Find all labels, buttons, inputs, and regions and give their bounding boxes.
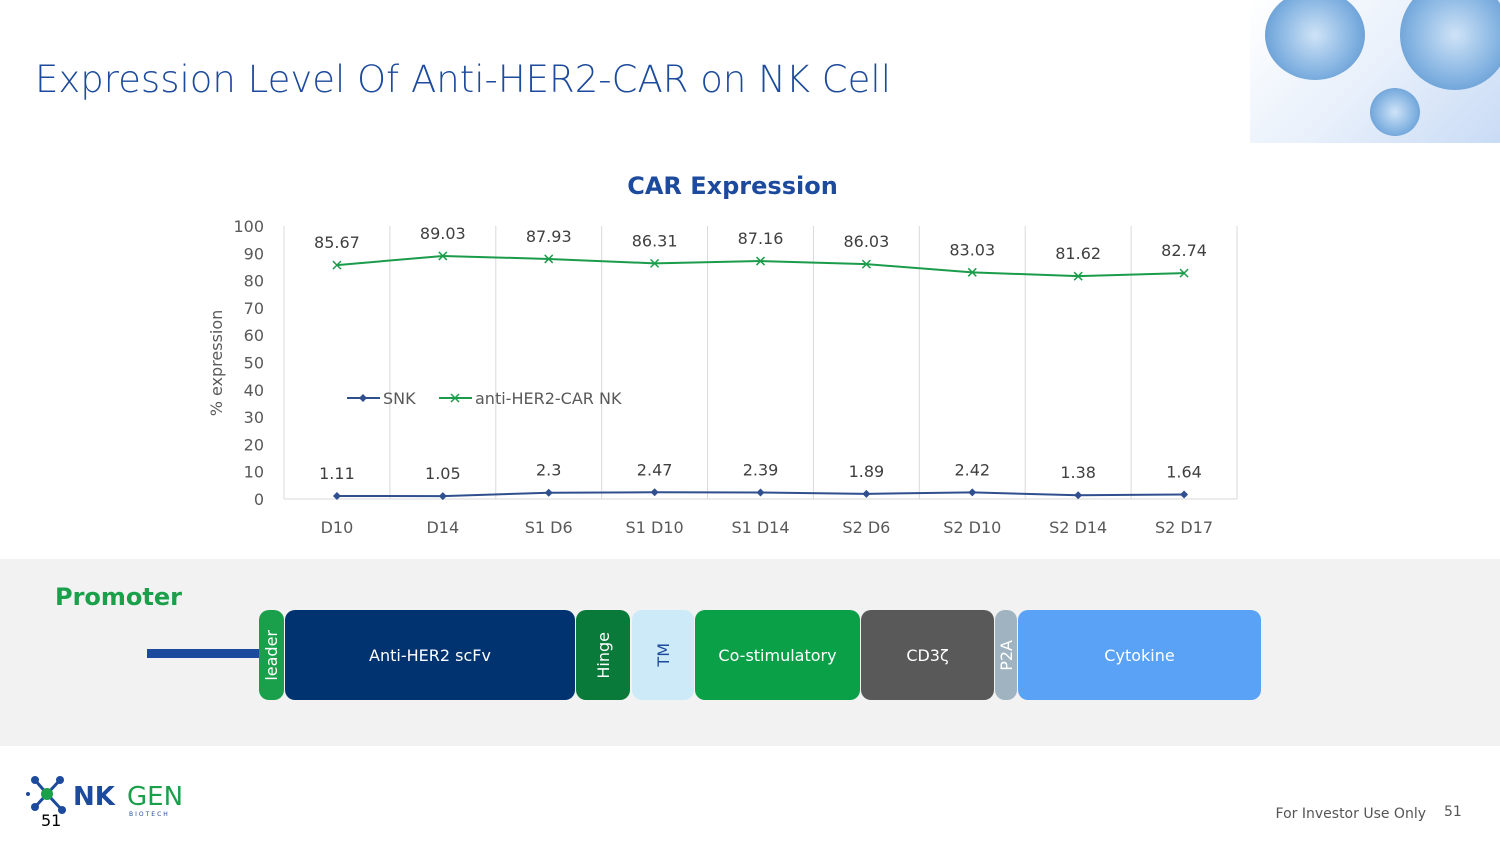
legend-marker — [450, 393, 460, 403]
footer-disclaimer: For Investor Use Only — [1275, 806, 1426, 822]
svg-text:GEN: GEN — [127, 782, 183, 812]
y-tick-label: 80 — [244, 272, 264, 291]
data-label: 85.67 — [314, 233, 360, 252]
data-label: 2.39 — [743, 460, 779, 479]
y-tick-label: 90 — [244, 244, 264, 263]
segment-label: Co-stimulatory — [718, 645, 837, 665]
data-label: 1.89 — [849, 462, 885, 481]
data-label: 2.47 — [637, 460, 673, 479]
data-label: 89.03 — [420, 224, 466, 243]
y-tick-label: 20 — [244, 435, 264, 454]
data-label: 1.64 — [1166, 463, 1202, 482]
line-chart: 0 10 20 30 40 50 60 70 80 90 100 D10 D14 S1 D6 S1 D10 S… — [207, 217, 1238, 537]
data-label: 1.05 — [425, 464, 461, 483]
y-tick-label: 10 — [244, 463, 264, 482]
data-label: 87.16 — [738, 229, 784, 248]
data-label: 1.38 — [1060, 463, 1096, 482]
y-axis-label: % expression — [207, 310, 226, 417]
construct-segment-cytokine: Cytokine — [1018, 610, 1261, 700]
legend-label: SNK — [383, 389, 416, 408]
x-tick-label: S2 D10 — [943, 518, 1001, 537]
data-label: 86.31 — [632, 231, 678, 250]
data-point — [862, 489, 871, 498]
data-point — [544, 488, 553, 497]
x-tick-label: S2 D14 — [1049, 518, 1107, 537]
construct-segment-cd3-: CD3ζ — [861, 610, 994, 700]
nkgen-logo: NK GEN BIOTECH 51 — [26, 776, 183, 828]
data-point — [1073, 271, 1083, 281]
data-point — [967, 267, 977, 277]
data-point — [438, 251, 448, 261]
data-point — [1180, 490, 1189, 499]
promoter-label: Promoter — [55, 583, 182, 611]
data-label: 81.62 — [1055, 244, 1101, 263]
y-tick-label: 40 — [244, 381, 264, 400]
segment-label: leader — [262, 629, 281, 681]
x-tick-label: S1 D6 — [525, 518, 573, 537]
data-point — [1074, 491, 1083, 500]
data-label: 1.11 — [319, 464, 355, 483]
data-label: 2.42 — [954, 460, 990, 479]
cell-image — [1400, 0, 1500, 90]
construct-segment-leader: leader — [259, 610, 284, 700]
data-point — [756, 488, 765, 497]
data-point — [1179, 268, 1189, 278]
cell-image — [1370, 88, 1420, 136]
x-tick-label: S2 D6 — [842, 518, 890, 537]
data-point — [650, 488, 659, 497]
y-tick-label: 50 — [244, 354, 264, 373]
data-point — [968, 488, 977, 497]
construct-segment-p2a: P2A — [995, 610, 1017, 700]
data-label: 2.3 — [536, 461, 561, 480]
data-point — [544, 254, 554, 264]
segment-label: Hinge — [593, 631, 613, 679]
data-point — [438, 492, 447, 501]
legend-marker — [359, 394, 367, 402]
data-label: 82.74 — [1161, 241, 1207, 260]
svg-text:NK: NK — [73, 782, 116, 812]
data-label: 83.03 — [949, 240, 995, 259]
data-label: 86.03 — [843, 232, 889, 251]
data-point — [332, 260, 342, 270]
segment-label: Anti-HER2 scFv — [369, 645, 491, 665]
data-point — [332, 491, 341, 500]
construct-segment-hinge: Hinge — [576, 610, 630, 700]
svg-text:51: 51 — [41, 811, 61, 828]
x-tick-label: S1 D10 — [626, 518, 684, 537]
x-tick-label: S1 D14 — [731, 518, 789, 537]
y-tick-label: 30 — [244, 408, 264, 427]
cell-image-decoration — [1250, 0, 1500, 143]
segment-label: Cytokine — [1104, 645, 1175, 665]
construct-segment-co-stimulatory: Co-stimulatory — [695, 610, 860, 700]
chart-title: CAR Expression — [627, 172, 838, 200]
data-label: 87.93 — [526, 227, 572, 246]
cell-image — [1265, 0, 1365, 80]
construct-segment-tm: TM — [632, 610, 694, 700]
y-tick-label: 0 — [254, 490, 264, 509]
x-tick-label: D10 — [321, 518, 354, 537]
legend-label: anti-HER2-CAR NK — [475, 389, 622, 408]
data-point — [650, 258, 660, 268]
data-point — [861, 259, 871, 269]
y-tick-label: 100 — [233, 217, 264, 236]
construct-segment-anti-her2-scfv: Anti-HER2 scFv — [285, 610, 575, 700]
promoter-line — [147, 649, 262, 658]
x-tick-label: S2 D17 — [1155, 518, 1213, 537]
x-tick-label: D14 — [426, 518, 459, 537]
svg-text:BIOTECH: BIOTECH — [129, 811, 170, 818]
segment-label: TM — [653, 643, 673, 667]
y-tick-label: 70 — [244, 299, 264, 318]
page-number: 51 — [1444, 804, 1462, 820]
y-tick-label: 60 — [244, 326, 264, 345]
slide-title: Expression Level Of Anti-HER2-CAR on NK … — [35, 58, 891, 101]
segment-label: CD3ζ — [906, 645, 949, 665]
segment-label: P2A — [996, 639, 1016, 671]
data-point — [755, 256, 766, 266]
